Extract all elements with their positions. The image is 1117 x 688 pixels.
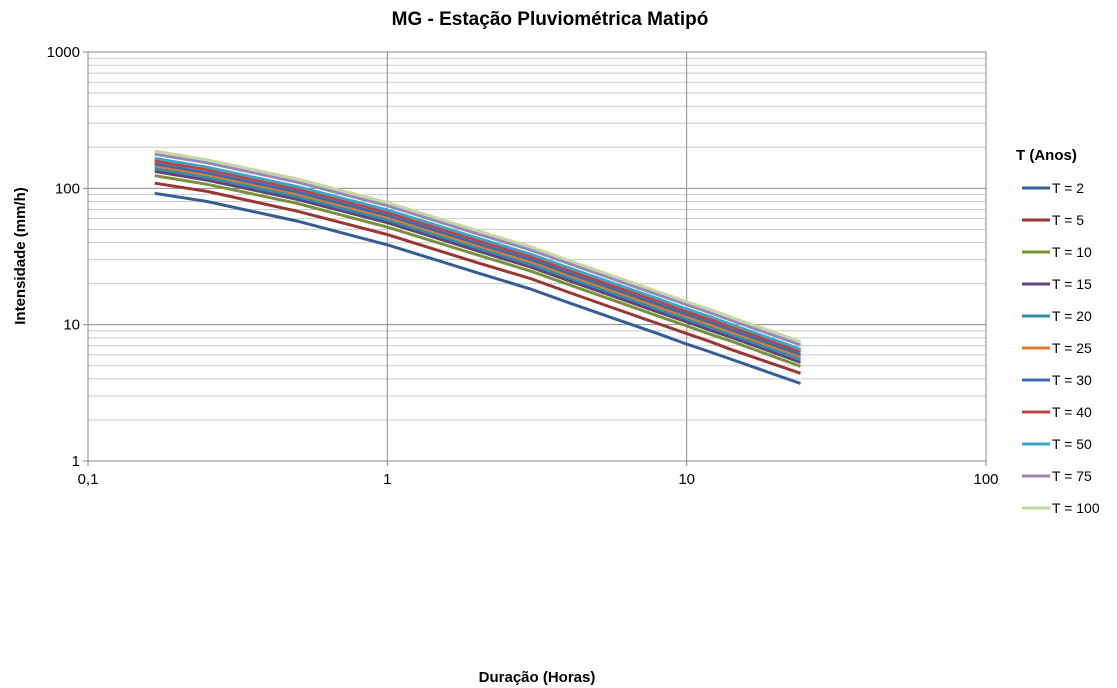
- legend-entry: T = 25: [1052, 340, 1092, 356]
- legend-entry: T = 2: [1052, 180, 1084, 196]
- legend-title: T (Anos): [1016, 147, 1077, 164]
- legend-entry: T = 75: [1052, 468, 1092, 484]
- x-tick-label: 100: [973, 471, 998, 488]
- series-line-7: [154, 162, 802, 356]
- y-tick-label: 100: [55, 180, 80, 197]
- y-tick-label: 10: [63, 317, 80, 334]
- legend-entry: T = 5: [1052, 212, 1084, 228]
- legend-entry: T = 40: [1052, 404, 1092, 420]
- x-axis-title: Duração (Horas): [479, 669, 596, 686]
- x-tick-labels: 0,1 1 10 100: [78, 461, 999, 488]
- y-axis-title: Intensidade (mm/h): [12, 187, 29, 325]
- x-tick-label: 0,1: [78, 471, 99, 488]
- x-tick-label: 1: [383, 471, 391, 488]
- y-tick-label: 1000: [47, 44, 80, 61]
- series-line-4: [154, 169, 802, 364]
- legend-entry: T = 50: [1052, 436, 1092, 452]
- y-tick-label: 1: [72, 453, 80, 470]
- series-line-1: [154, 191, 801, 385]
- series-line-11: [154, 149, 802, 344]
- series-lines: [154, 149, 802, 385]
- legend-entry: T = 30: [1052, 372, 1092, 388]
- series-line-8: [154, 159, 802, 354]
- major-gridlines: [88, 52, 986, 461]
- plot-area: [87, 51, 987, 462]
- series-line-9: [154, 156, 802, 351]
- legend-entry: T = 15: [1052, 276, 1092, 292]
- legend-entry: T = 10: [1052, 244, 1092, 260]
- x-tick-label: 10: [678, 471, 695, 488]
- legend-entry: T = 100: [1052, 500, 1100, 516]
- series-line-6: [154, 164, 802, 358]
- series-line-5: [154, 166, 801, 361]
- y-tick-labels: 1 10 100 1000: [47, 44, 88, 470]
- legend: T (Anos) T = 2 T = 5 T = 10 T = 15 T = 20 T =…: [1016, 147, 1100, 516]
- minor-gridlines: [88, 57, 986, 421]
- series-line-2: [154, 181, 801, 375]
- legend-entry: T = 20: [1052, 308, 1092, 324]
- series-line-10: [154, 152, 802, 347]
- series-line-3: [154, 174, 802, 368]
- chart-title: MG - Estação Pluviométrica Matipó: [392, 9, 709, 30]
